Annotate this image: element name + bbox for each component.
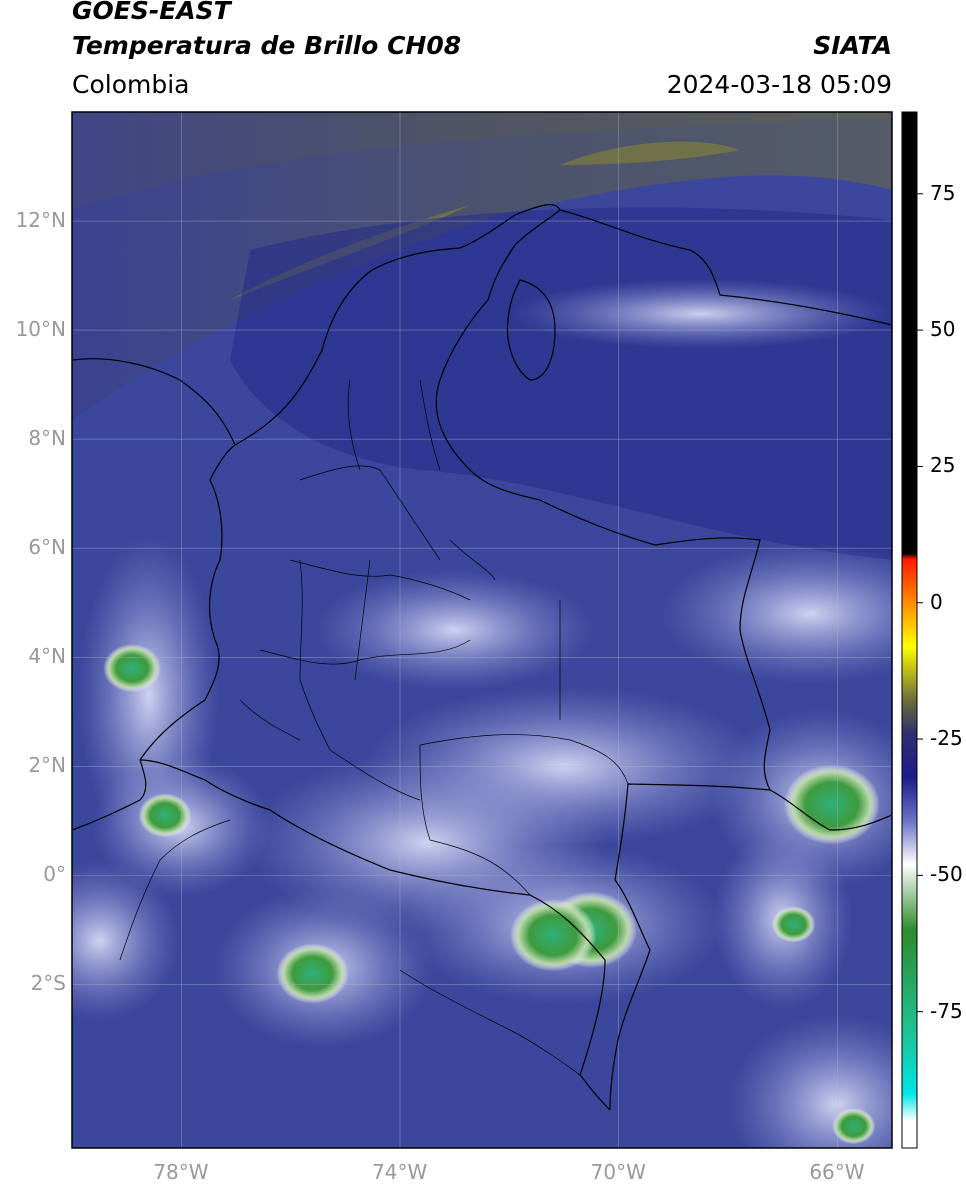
colorbar-tick-label: -75: [930, 998, 963, 1023]
colorbar: [902, 112, 917, 1148]
map-frame: [71, 111, 893, 1149]
convective-cell: [103, 644, 161, 693]
colombia-ecuador-border: [139, 759, 271, 811]
colorbar-tick-label: -25: [930, 726, 963, 751]
convective-cells-layer: [103, 644, 880, 1145]
lat-tick-label: 4°N: [28, 644, 66, 669]
map-plot-area: [72, 112, 892, 1148]
colorbar-tick-label: 0: [930, 589, 943, 614]
timestamp-label: 2024-03-18 05:09: [666, 70, 892, 99]
colorbar-tick-label: 50: [930, 317, 956, 342]
brand-label: SIATA: [813, 31, 892, 60]
dry-air-band-olive: [72, 112, 892, 420]
colorbar-frame: [901, 111, 918, 1149]
venezuela-coast: [559, 209, 892, 326]
venezuela-brazil-border: [769, 789, 892, 831]
dry-air-streak-2: [560, 141, 740, 165]
lat-tick-label: 0°: [43, 862, 66, 887]
lon-tick-label: 74°W: [372, 1160, 428, 1184]
map-gridlines: [72, 112, 892, 1148]
cloud-glow: [72, 860, 180, 1021]
lat-tick-label: 12°N: [15, 208, 66, 233]
lat-tick-label: 8°N: [28, 426, 66, 451]
colombia-brazil-border: [609, 783, 771, 1111]
colorbar-tick-marks: [917, 193, 923, 1013]
cloud-glow: [510, 278, 891, 349]
convective-cell: [832, 1108, 876, 1145]
colombia-pacific-coast: [139, 444, 236, 761]
lake-maracaibo: [506, 279, 556, 381]
lat-tick-label: 2°N: [28, 753, 66, 778]
panama-coast: [72, 358, 236, 446]
colorbar-tick-label: -50: [930, 862, 963, 887]
cloud-glow: [247, 752, 608, 933]
region-label: Colombia: [72, 70, 190, 99]
cloud-glow: [314, 570, 595, 690]
convective-cell: [509, 899, 597, 972]
lon-tick-label: 66°W: [809, 1160, 865, 1184]
convective-cell: [276, 943, 349, 1004]
convective-cell: [783, 764, 880, 845]
cloud-glow: [660, 543, 892, 684]
product-title: Temperatura de Brillo CH08: [72, 31, 462, 60]
convective-cell: [772, 906, 816, 943]
colorbar-tick-label: 25: [930, 453, 956, 478]
lat-tick-label: 2°S: [30, 971, 66, 996]
colombia-venezuela-border: [435, 299, 771, 791]
convective-cell: [138, 793, 192, 838]
lon-tick-label: 78°W: [153, 1160, 209, 1184]
ecuador-coast: [72, 759, 147, 831]
lat-tick-label: 10°N: [15, 317, 66, 342]
lat-tick-label: 6°N: [28, 535, 66, 560]
colombia-caribbean-coast: [234, 203, 561, 446]
colorbar-tick-label: 75: [930, 180, 956, 205]
department-borders: [119, 379, 629, 1076]
satellite-title: GOES-EAST: [72, 0, 231, 25]
lon-tick-label: 70°W: [590, 1160, 646, 1184]
